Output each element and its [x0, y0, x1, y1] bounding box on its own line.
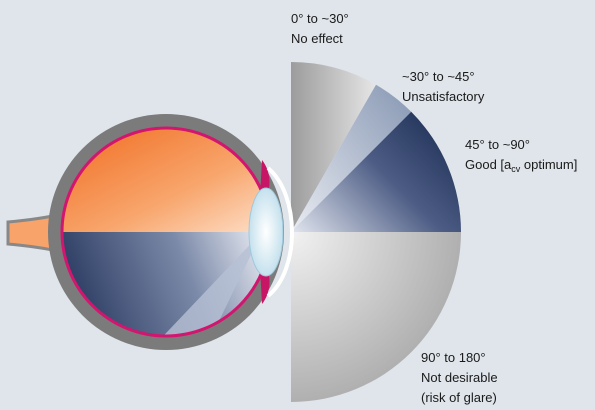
projected-wedge	[150, 232, 262, 336]
sector-good	[291, 111, 461, 232]
label-note: (risk of glare)	[421, 390, 497, 405]
label-range: ~30° to ~45°	[402, 69, 475, 84]
label-rating: Not desirable	[421, 370, 498, 385]
label-part: Good [a	[465, 157, 512, 172]
cornea	[266, 166, 294, 298]
sector-no-effect	[291, 62, 376, 232]
lens	[248, 187, 284, 277]
lower-half	[62, 232, 270, 336]
label-range: 0° to ~30°	[291, 11, 349, 26]
sector-unsatisfactory	[291, 84, 412, 232]
label-subscript: cv	[511, 164, 521, 174]
sector-not-desirable	[291, 232, 461, 402]
label-rating: No effect	[291, 31, 343, 46]
label-range: 90° to 180°	[421, 350, 486, 365]
label-rating: Good [acv optimum]	[465, 157, 577, 174]
label-rating: Unsatisfactory	[402, 89, 485, 104]
field-sectors	[291, 62, 461, 402]
label-range: 45° to ~90°	[465, 137, 530, 152]
labels: 0° to ~30° No effect ~30° to ~45° Unsati…	[291, 11, 577, 405]
label-part: optimum]	[520, 157, 577, 172]
